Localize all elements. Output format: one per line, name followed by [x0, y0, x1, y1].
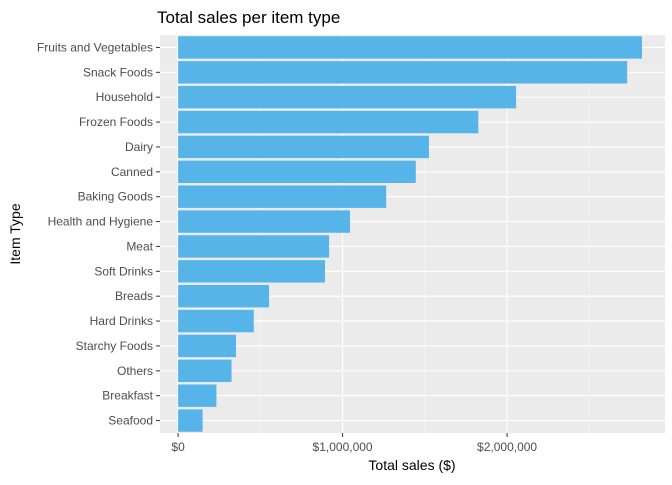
y-tick-label: Seafood: [108, 414, 153, 428]
bar: [178, 210, 350, 233]
bar: [178, 135, 429, 159]
bar: [178, 185, 387, 208]
y-tick-label: Snack Foods: [83, 65, 153, 79]
y-tick-label: Others: [117, 364, 153, 378]
bar: [178, 160, 416, 184]
y-tick-label: Meat: [126, 239, 153, 253]
bar: [178, 85, 517, 109]
x-axis: $0 $1,000,000 $2,000,000: [171, 433, 537, 454]
y-tick-label: Household: [96, 90, 153, 104]
x-tick-label: $0: [171, 440, 185, 454]
y-tick-label: Starchy Foods: [76, 339, 153, 353]
bar: [178, 359, 232, 383]
y-tick-label: Frozen Foods: [79, 115, 153, 129]
bar: [178, 409, 203, 432]
bar: [178, 284, 270, 308]
y-axis-title: Item Type: [7, 203, 23, 264]
y-tick-label: Baking Goods: [78, 190, 153, 204]
bar: [178, 61, 628, 84]
y-tick-label: Hard Drinks: [90, 314, 153, 328]
bar: [178, 110, 479, 134]
bar: [178, 36, 642, 59]
y-tick-label: Fruits and Vegetables: [37, 40, 153, 54]
bar: [178, 334, 236, 358]
bar: [178, 260, 325, 283]
bar: [178, 309, 254, 333]
x-tick-label: $2,000,000: [477, 440, 537, 454]
y-axis: Fruits and Vegetables Snack Foods Househol…: [37, 40, 160, 428]
x-tick-label: $1,000,000: [313, 440, 373, 454]
y-tick-label: Soft Drinks: [94, 264, 153, 278]
y-tick-label: Breads: [115, 289, 153, 303]
bars: [178, 36, 642, 432]
y-tick-label: Breakfast: [102, 389, 153, 403]
bar: [178, 384, 217, 407]
y-tick-label: Canned: [111, 165, 153, 179]
y-tick-label: Dairy: [125, 140, 153, 154]
y-tick-label: Health and Hygiene: [48, 215, 154, 229]
bar: [178, 235, 330, 258]
x-axis-title: Total sales ($): [368, 457, 455, 473]
chart-title: Total sales per item type: [157, 8, 340, 27]
